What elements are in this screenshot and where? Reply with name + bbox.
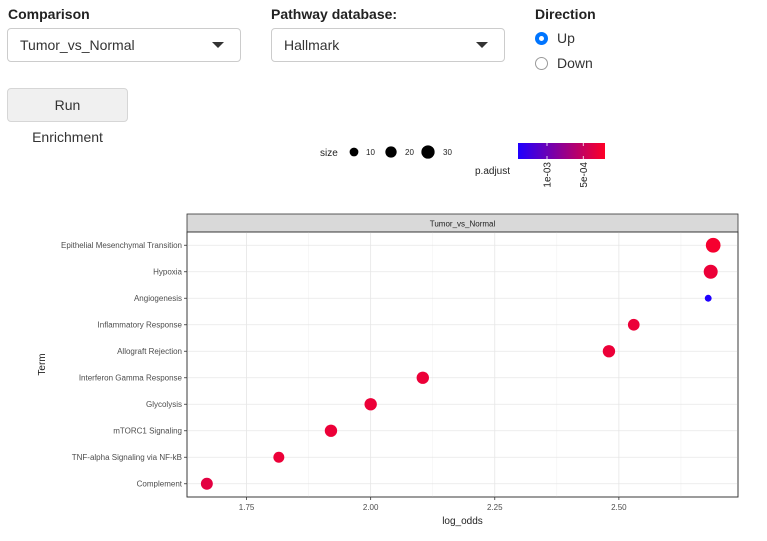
data-point: [416, 371, 429, 384]
size-legend-key: [349, 147, 359, 157]
radio-unchecked-icon[interactable]: [535, 56, 548, 70]
size-legend-title: size: [320, 148, 338, 159]
enrichment-dot-plot: size 10 20 30 p.adjust 1e-03 5e-04 Tumor_vs…: [37, 143, 739, 527]
comparison-selected-value: Tumor_vs_Normal: [20, 37, 135, 53]
x-tick-label: 2.50: [611, 503, 627, 512]
y-tick-label: Epithelial Mesenchymal Transition: [61, 241, 182, 250]
size-legend-key: [421, 145, 435, 159]
y-tick-label: Interferon Gamma Response: [79, 374, 183, 383]
colorbar-tick-label: 1e-03: [543, 162, 554, 188]
data-point: [200, 477, 213, 490]
y-tick-label: TNF-alpha Signaling via NF-kB: [72, 453, 182, 462]
radio-checked-icon[interactable]: [535, 31, 548, 45]
run-enrichment-button[interactable]: Run Enrichment: [7, 88, 128, 145]
data-point: [704, 294, 712, 302]
facet-strip-label: Tumor_vs_Normal: [430, 220, 496, 229]
y-tick-label: mTORC1 Signaling: [113, 427, 182, 436]
y-tick-label: Complement: [137, 480, 183, 489]
p-adjust-colorbar: [518, 143, 605, 159]
pathway-database-label: Pathway database:: [271, 6, 398, 22]
size-legend-label: 20: [405, 148, 414, 157]
chevron-down-icon: [476, 42, 488, 48]
direction-down-radio[interactable]: Down: [535, 55, 593, 71]
size-legend-key: [385, 146, 397, 158]
size-legend-label: 30: [443, 148, 452, 157]
p-adjust-legend-title: p.adjust: [475, 166, 510, 177]
direction-up-radio[interactable]: Up: [535, 30, 575, 46]
direction-down-label: Down: [557, 55, 593, 71]
x-tick-label: 1.75: [239, 503, 255, 512]
pathway-database-select[interactable]: Hallmark: [271, 28, 505, 62]
y-tick-label: Allograft Rejection: [117, 347, 182, 356]
y-tick-label: Inflammatory Response: [98, 321, 183, 330]
data-point: [273, 451, 285, 463]
direction-label: Direction: [535, 6, 596, 22]
y-tick-label: Glycolysis: [146, 400, 182, 409]
data-point: [602, 345, 616, 358]
pathway-database-selected-value: Hallmark: [284, 37, 340, 53]
y-tick-label: Angiogenesis: [134, 294, 182, 303]
y-axis-title: Term: [37, 353, 48, 375]
data-point: [705, 237, 721, 253]
x-tick-label: 2.00: [363, 503, 379, 512]
x-tick-label: 2.25: [487, 503, 503, 512]
data-point: [703, 264, 718, 279]
data-point: [324, 424, 338, 437]
comparison-select[interactable]: Tumor_vs_Normal: [7, 28, 241, 62]
chevron-down-icon: [212, 42, 224, 48]
size-legend-label: 10: [366, 148, 375, 157]
data-point: [627, 318, 640, 331]
direction-up-label: Up: [557, 30, 575, 46]
data-point: [364, 398, 377, 411]
x-axis-title: log_odds: [442, 516, 483, 527]
y-tick-label: Hypoxia: [153, 268, 182, 277]
colorbar-tick-label: 5e-04: [579, 162, 590, 188]
comparison-label: Comparison: [8, 6, 90, 22]
